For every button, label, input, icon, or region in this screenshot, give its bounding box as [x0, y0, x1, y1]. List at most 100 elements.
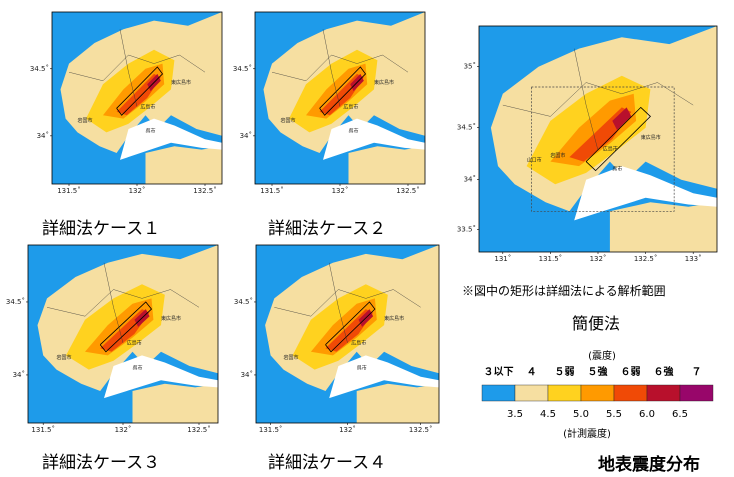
place-label: 広島市 — [140, 103, 155, 110]
map-case-2: 広島市 東広島市 岩国市 呉市 34.5˚ 34˚ 131.5˚ 132˚ 132.5˚ — [233, 10, 433, 205]
place-label: 岩国市 — [57, 354, 72, 361]
caption-case-3: 詳細法ケース３ — [42, 453, 161, 473]
place-label: 岩国市 — [281, 117, 296, 124]
place-label: 東広島市 — [161, 315, 181, 322]
place-label: 広島市 — [127, 340, 142, 347]
place-label: 東広島市 — [641, 134, 661, 141]
value-label: 4.5 — [540, 409, 556, 420]
fault-outline — [99, 301, 153, 353]
lon-tick-label: 132.5˚ — [396, 187, 420, 195]
intensity-label: ３以下 — [484, 366, 514, 378]
zone-6-upper — [612, 107, 632, 130]
place-label: 東広島市 — [384, 315, 404, 322]
southern-land — [609, 202, 717, 252]
lat-tick-label: 34.5˚ — [234, 298, 253, 306]
southern-land — [348, 146, 425, 184]
intensity-label: ７ — [692, 366, 702, 378]
map-simple: 広島市 東広島市 岩国市 呉市 山口市 35˚ 34.5˚ 34˚ 33.5˚ 131˚ 131.5… — [455, 20, 727, 278]
lat-tick-label: 34˚ — [13, 371, 25, 379]
legend-color-swatch — [547, 384, 582, 402]
legend-color-swatch — [613, 384, 648, 402]
lon-tick-label: 132.5˚ — [187, 426, 211, 434]
value-label: 3.5 — [507, 409, 523, 420]
legend-color-swatch — [580, 384, 615, 402]
intensity-label: ６強 — [654, 365, 674, 378]
legend-bottom-title: (計測震度) — [563, 427, 611, 440]
legend-top-title: (震度) — [588, 349, 616, 362]
boundary-line — [502, 82, 694, 117]
lat-tick-label: 34˚ — [37, 132, 49, 140]
lat-tick-label: 34˚ — [464, 176, 476, 184]
map-case-1: 広島市 東広島市 岩国市 呉市 34.5˚ 34˚ 131.5˚ 132˚ 132.5˚ — [30, 10, 230, 205]
place-label: 東広島市 — [171, 79, 191, 86]
boundary-line — [68, 54, 206, 82]
lon-tick-label: 131.5˚ — [57, 187, 81, 195]
boundary-line — [574, 48, 599, 151]
value-label: 6.5 — [672, 409, 688, 420]
inland-sea — [574, 166, 717, 221]
value-label: 6.0 — [639, 409, 655, 420]
fault-outline — [319, 66, 367, 116]
boundary-line — [46, 289, 200, 317]
lat-tick-label: 34.5˚ — [457, 124, 476, 132]
place-label: 山口市 — [527, 157, 542, 164]
caption-case-1: 詳細法ケース１ — [42, 219, 161, 239]
lat-tick-label: 34.5˚ — [30, 65, 49, 73]
value-label: 5.5 — [606, 409, 622, 420]
intensity-label: ４ — [527, 366, 537, 378]
map-case-3: 広島市 東広島市岩国市呉市 34.5˚ 34˚ 131.5˚ 132˚ 132.5˚ — [5, 240, 230, 440]
map-case-4: 広島市 東広島市岩国市呉市 34.5˚ 34˚ 131.5˚ 132˚ 132.5˚ — [233, 240, 448, 440]
place-label: 岩国市 — [78, 117, 93, 124]
lon-tick-label: 131.5˚ — [260, 187, 284, 195]
boundary-line — [329, 262, 348, 343]
intensity-legend: (震度) ３以下 ４ ５弱 ５強 ６弱 ６強 ７ 3.5 4.5 5.0 5.5 6.0 6.5 (計… — [472, 345, 730, 445]
legend-color-swatch — [481, 384, 516, 402]
inland-sea — [120, 118, 222, 160]
lat-tick-label: 34.5˚ — [6, 298, 25, 306]
lat-tick-label: 33.5˚ — [457, 225, 476, 233]
lon-tick-label: 131.5˚ — [539, 255, 563, 263]
intensity-label: ５強 — [588, 365, 608, 378]
inland-sea — [104, 355, 218, 399]
legend-svg: (震度) ３以下 ４ ５弱 ５強 ６弱 ６強 ７ 3.5 4.5 5.0 5.5 6.0 6.5 (計… — [481, 349, 714, 440]
place-label: 呉市 — [357, 365, 367, 372]
place-label: 広島市 — [603, 145, 618, 152]
lon-tick-label: 132˚ — [129, 187, 146, 195]
place-label: 広島市 — [351, 340, 366, 347]
intensity-label: ５弱 — [555, 366, 575, 378]
lon-tick-label: 132˚ — [115, 426, 132, 434]
place-label: 岩国市 — [550, 152, 565, 159]
boundary-line — [322, 29, 341, 107]
place-label: 呉市 — [349, 127, 359, 134]
southern-land — [132, 383, 218, 423]
lat-tick-label: 34.5˚ — [233, 65, 252, 73]
fault-outline — [325, 301, 376, 353]
lon-tick-label: 132.5˚ — [409, 426, 433, 434]
lon-tick-label: 131.5˚ — [31, 426, 55, 434]
place-label: 東広島市 — [374, 79, 394, 86]
lat-tick-label: 35˚ — [464, 63, 476, 71]
lon-tick-label: 132˚ — [339, 426, 356, 434]
place-label: 呉市 — [133, 365, 143, 372]
lon-tick-label: 131.5˚ — [259, 426, 283, 434]
southern-land — [145, 146, 222, 184]
lat-tick-label: 34˚ — [241, 371, 253, 379]
caption-simple: 簡便法 — [572, 314, 621, 333]
lat-tick-label: 34˚ — [240, 132, 252, 140]
surface-intensity-title: 地表震度分布 — [598, 455, 700, 475]
boundary-line — [271, 54, 409, 82]
place-label: 呉市 — [612, 166, 622, 173]
intensity-label: ６弱 — [621, 366, 641, 378]
place-label: 呉市 — [146, 127, 156, 134]
lon-tick-label: 132˚ — [332, 187, 349, 195]
southern-land — [356, 383, 439, 423]
boundary-line — [103, 262, 124, 343]
fault-outline — [585, 106, 651, 172]
legend-color-swatch — [646, 384, 681, 402]
place-label: 岩国市 — [284, 354, 299, 361]
boundary-line — [119, 29, 138, 107]
analysis-range-rect — [531, 86, 675, 212]
value-label: 5.0 — [573, 409, 589, 420]
